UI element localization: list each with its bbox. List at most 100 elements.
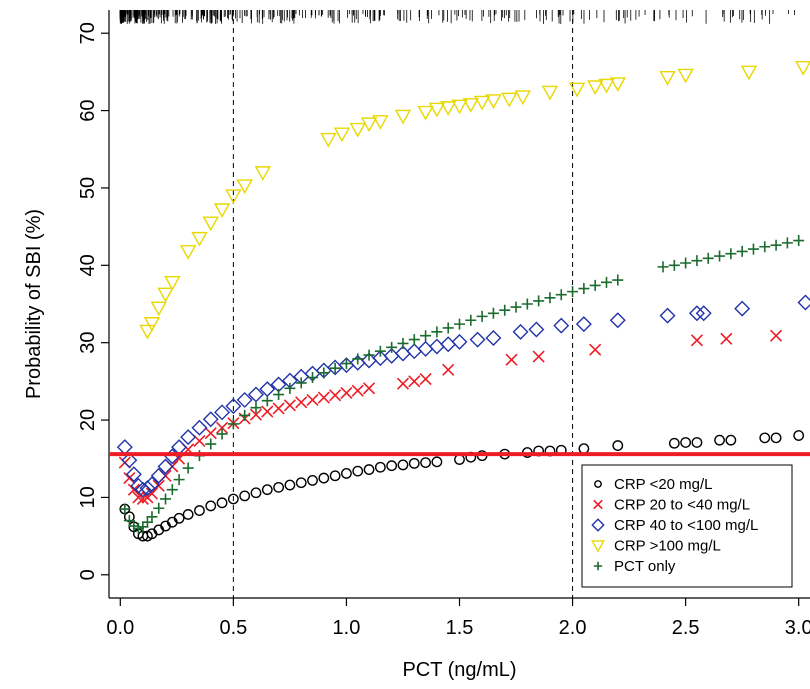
data-point bbox=[533, 295, 545, 307]
data-point bbox=[150, 301, 167, 317]
data-point bbox=[307, 474, 318, 486]
data-point bbox=[431, 456, 443, 468]
data-point bbox=[612, 274, 624, 286]
data-point bbox=[725, 434, 737, 446]
data-point bbox=[250, 402, 262, 414]
data-point bbox=[469, 331, 486, 348]
data-point bbox=[734, 300, 751, 317]
data-point bbox=[465, 314, 477, 326]
data-point bbox=[123, 515, 135, 527]
data-point bbox=[136, 492, 149, 506]
legend-entry: CRP 40 to <100 mg/L bbox=[591, 517, 758, 534]
data-point bbox=[690, 334, 704, 347]
data-point bbox=[485, 330, 502, 347]
x-tick-label: 1.5 bbox=[446, 617, 474, 639]
data-point bbox=[349, 122, 366, 138]
data-point bbox=[202, 411, 219, 428]
data-point bbox=[329, 389, 342, 402]
data-point bbox=[374, 345, 386, 357]
data-point bbox=[295, 396, 308, 409]
data-point bbox=[397, 459, 409, 471]
data-point bbox=[295, 377, 307, 389]
data-point bbox=[781, 237, 793, 249]
data-point bbox=[261, 405, 274, 418]
data-point bbox=[428, 338, 445, 355]
data-point bbox=[182, 462, 194, 474]
data-point bbox=[239, 409, 251, 421]
data-point bbox=[317, 391, 330, 404]
data-point bbox=[182, 509, 194, 520]
data-point bbox=[609, 312, 626, 329]
data-point bbox=[454, 318, 465, 330]
data-point bbox=[451, 99, 468, 115]
data-point bbox=[408, 375, 421, 388]
series-3 bbox=[139, 60, 810, 340]
data-point bbox=[150, 467, 167, 484]
data-point bbox=[374, 461, 386, 473]
data-point bbox=[795, 60, 810, 76]
data-point bbox=[121, 452, 138, 469]
x-tick-label: 3.0 bbox=[785, 617, 810, 639]
data-point bbox=[157, 458, 174, 475]
legend-entry: CRP 20 to <40 mg/L bbox=[593, 497, 750, 514]
legend-label: CRP >100 mg/L bbox=[614, 538, 721, 555]
data-point bbox=[194, 505, 205, 516]
data-point bbox=[340, 386, 353, 400]
data-point bbox=[273, 389, 285, 401]
data-point bbox=[214, 404, 231, 421]
data-point bbox=[591, 540, 605, 553]
data-point bbox=[179, 245, 197, 260]
legend-box bbox=[581, 464, 793, 588]
series-4 bbox=[119, 235, 805, 534]
data-point bbox=[333, 127, 351, 143]
data-point bbox=[419, 372, 432, 386]
data-point bbox=[677, 68, 694, 84]
data-point bbox=[440, 336, 457, 353]
data-point bbox=[532, 350, 545, 363]
series-1 bbox=[118, 329, 783, 506]
data-point bbox=[417, 340, 434, 357]
data-point bbox=[352, 465, 364, 477]
data-point bbox=[132, 491, 145, 504]
data-point bbox=[236, 391, 253, 408]
data-point bbox=[680, 437, 692, 448]
data-point bbox=[164, 276, 181, 291]
reference-lines bbox=[232, 10, 574, 598]
data-point bbox=[420, 330, 432, 342]
data-point bbox=[593, 561, 603, 571]
data-point bbox=[139, 324, 156, 340]
data-point bbox=[688, 305, 705, 322]
data-point bbox=[695, 305, 712, 322]
data-point bbox=[141, 516, 153, 528]
data-point bbox=[593, 499, 603, 510]
data-point bbox=[119, 503, 131, 515]
data-point bbox=[318, 472, 330, 484]
data-point bbox=[770, 239, 782, 251]
y-tick-label: 50 bbox=[77, 177, 99, 199]
data-point bbox=[153, 502, 165, 514]
data-point bbox=[578, 283, 590, 295]
data-point bbox=[578, 443, 590, 455]
data-point bbox=[386, 341, 398, 353]
data-point bbox=[205, 500, 217, 512]
data-point bbox=[600, 276, 612, 288]
data-point bbox=[473, 95, 491, 111]
data-point bbox=[247, 386, 264, 403]
data-point bbox=[487, 307, 499, 319]
data-point bbox=[132, 522, 144, 534]
data-point bbox=[239, 490, 251, 502]
data-point bbox=[202, 216, 219, 232]
data-point bbox=[451, 333, 468, 350]
data-point bbox=[514, 90, 532, 106]
data-point bbox=[139, 480, 156, 497]
data-point bbox=[372, 115, 389, 130]
data-point bbox=[215, 421, 229, 434]
data-point bbox=[659, 307, 676, 324]
data-point bbox=[521, 298, 533, 310]
legend-label: CRP <20 mg/L bbox=[614, 476, 713, 493]
data-point bbox=[362, 382, 376, 395]
data-point bbox=[205, 438, 217, 450]
data-point bbox=[216, 497, 228, 509]
data-point bbox=[567, 286, 579, 298]
